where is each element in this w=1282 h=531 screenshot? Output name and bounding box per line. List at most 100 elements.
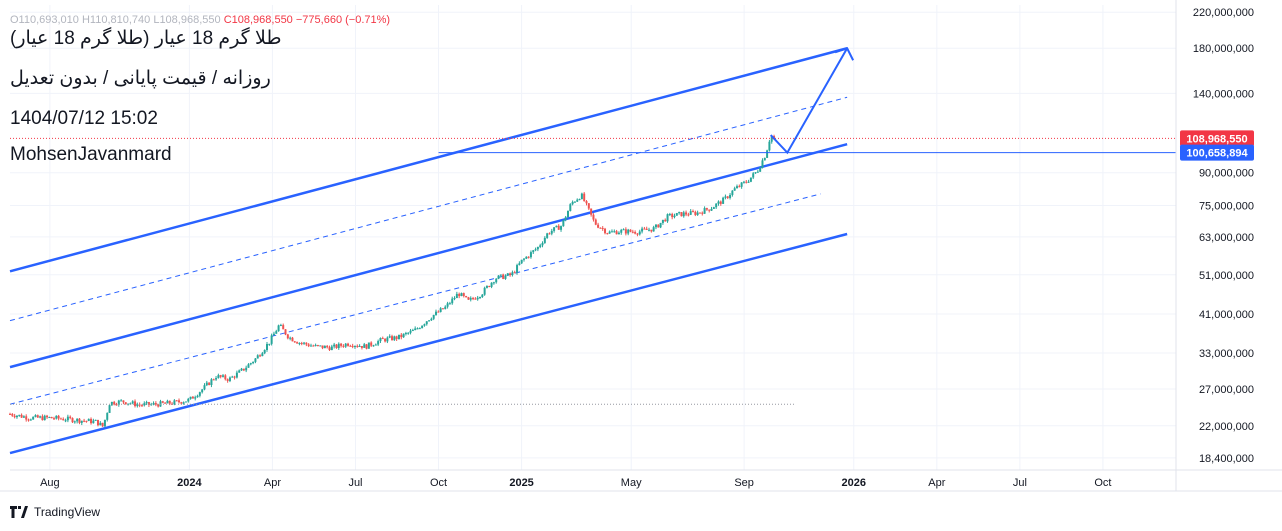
price-tick-label: 41,000,000 — [1199, 309, 1254, 321]
candle-body — [48, 416, 51, 418]
candle-body — [467, 297, 470, 300]
candle-body — [316, 345, 319, 347]
candle-body — [374, 344, 377, 346]
candle-body — [761, 160, 764, 168]
candle-body — [99, 422, 102, 426]
candle-body — [485, 285, 488, 288]
candle-body — [451, 298, 454, 304]
candle-body — [9, 413, 11, 415]
candle-body — [279, 325, 282, 327]
candle-body — [103, 419, 106, 427]
candle-body — [64, 420, 67, 422]
candle-body — [766, 150, 769, 158]
candle-body — [703, 208, 706, 214]
price-tick-label: 140,000,000 — [1193, 88, 1254, 100]
candle-body — [25, 416, 28, 420]
candle-body — [522, 258, 525, 260]
candle-body — [249, 363, 252, 365]
time-tick-label: Aug — [40, 477, 60, 489]
candle-body — [610, 231, 613, 233]
candle-body — [460, 293, 463, 297]
candle-body — [481, 294, 484, 298]
candle-body — [319, 345, 322, 347]
candle-body — [66, 416, 69, 421]
candle-body — [180, 402, 183, 404]
candle-body — [557, 225, 560, 230]
candle-body — [120, 400, 123, 402]
candle-body — [46, 415, 49, 418]
candle-body — [145, 402, 148, 404]
candle-body — [140, 405, 143, 407]
candle-body — [212, 379, 215, 381]
candle-body — [254, 358, 257, 362]
candle-body — [34, 415, 37, 417]
candle-body — [736, 186, 739, 189]
candle-body — [404, 333, 407, 335]
candle-body — [198, 392, 201, 396]
candle-body — [196, 395, 199, 398]
time-tick-label: Apr — [264, 477, 281, 489]
candle-body — [747, 181, 750, 183]
candle-body — [548, 233, 551, 235]
candle-body — [344, 343, 347, 347]
candle-body — [606, 233, 609, 235]
candle-body — [22, 416, 25, 418]
candle-body — [101, 422, 104, 427]
candle-body — [400, 334, 403, 338]
candle-body — [423, 324, 426, 326]
candle-body — [666, 214, 669, 222]
candle-body — [96, 419, 99, 426]
candle-body — [347, 343, 350, 346]
candle-body — [740, 182, 743, 187]
candle-body — [242, 368, 245, 371]
candle-body — [659, 222, 662, 228]
candle-body — [393, 336, 396, 341]
candle-body — [724, 196, 727, 198]
candle-body — [407, 332, 410, 334]
channel-line-upper — [9, 47, 848, 273]
candle-body — [184, 401, 187, 403]
candle-body — [506, 273, 509, 276]
candle-body — [307, 344, 310, 347]
candle-body — [555, 225, 558, 228]
candle-body — [265, 344, 268, 350]
candle-body — [631, 231, 634, 233]
candle-body — [138, 404, 141, 406]
candle-body — [92, 420, 95, 424]
candle-body — [333, 344, 336, 347]
candle-body — [62, 418, 65, 421]
candle-body — [367, 342, 370, 349]
candle-body — [277, 325, 280, 332]
tradingview-brand[interactable]: TradingView — [10, 505, 100, 519]
candle-body — [675, 213, 678, 216]
candle-body — [648, 229, 651, 231]
candle-body — [13, 415, 16, 418]
candle-body — [326, 345, 329, 348]
symbol-title: طلا گرم 18 عیار (طلا گرم 18 عیار) — [10, 28, 282, 49]
candle-body — [763, 157, 766, 161]
candle-body — [215, 378, 218, 380]
candle-body — [687, 214, 690, 216]
candle-body — [532, 250, 535, 253]
candle-body — [742, 181, 745, 183]
candle-body — [134, 401, 137, 407]
candle-body — [270, 335, 273, 344]
candle-body — [453, 298, 456, 300]
regression-channel[interactable] — [9, 47, 848, 455]
time-axis[interactable]: Aug 2024 Apr Jul Oct 2025 May Sep 2026 Apr Jul Oct — [0, 469, 1282, 492]
candle-body — [543, 237, 546, 243]
candle-body — [696, 212, 699, 215]
candle-body — [210, 379, 213, 386]
candle-body — [191, 396, 194, 399]
candle-body — [520, 259, 523, 264]
candle-body — [94, 419, 97, 421]
price-axis[interactable]: 220,000,000 180,000,000 140,000,000 90,000,… — [1175, 0, 1254, 491]
candle-body — [252, 361, 255, 364]
candle-body — [323, 345, 326, 349]
candle-body — [36, 415, 39, 418]
candle-body — [52, 418, 55, 420]
candle-body — [340, 343, 343, 346]
chart-overlays — [10, 47, 1176, 405]
candle-body — [539, 245, 542, 247]
